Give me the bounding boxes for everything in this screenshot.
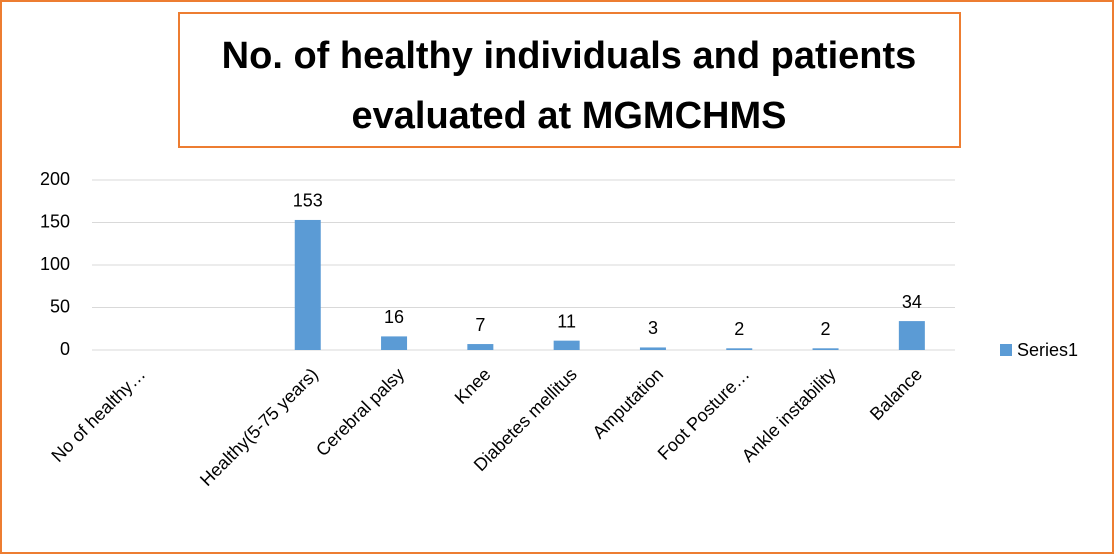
- y-tick-label: 150: [40, 211, 70, 231]
- bar: [294, 219, 321, 350]
- y-tick-label: 200: [40, 169, 70, 189]
- data-label: 7: [475, 315, 485, 335]
- data-label: 34: [902, 292, 922, 312]
- title-box: [178, 12, 961, 148]
- chart-title: No. of healthy individuals and patients e…: [222, 35, 917, 137]
- y-tick-label: 100: [40, 254, 70, 274]
- data-label: 3: [648, 318, 658, 338]
- y-tick-label: 0: [60, 339, 70, 359]
- y-tick-label: 50: [50, 296, 70, 316]
- data-label: 153: [293, 191, 323, 211]
- data-label: 2: [821, 319, 831, 339]
- bar: [812, 348, 839, 350]
- bar: [381, 336, 408, 350]
- bar: [726, 348, 753, 350]
- bar: [467, 344, 494, 350]
- data-label: 16: [384, 307, 404, 327]
- legend-swatch: [1000, 344, 1012, 356]
- bar: [639, 347, 666, 350]
- bar: [898, 321, 925, 350]
- bar: [553, 340, 580, 350]
- data-label: 2: [734, 319, 744, 339]
- data-label: 11: [557, 311, 576, 331]
- legend-label: Series1: [1017, 340, 1078, 360]
